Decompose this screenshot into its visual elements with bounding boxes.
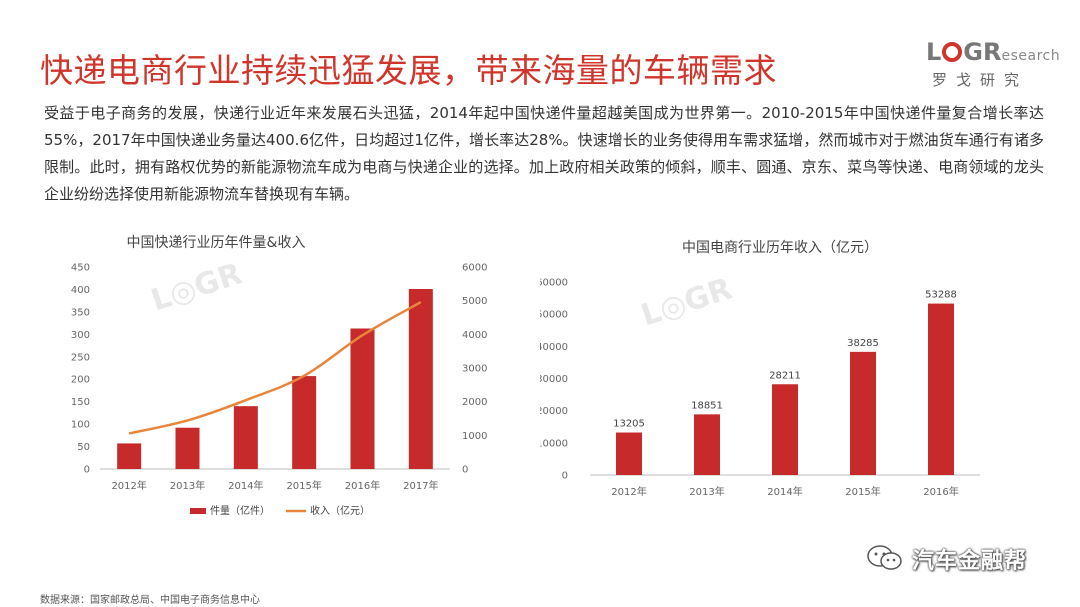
logo-wordmark: L GResearch: [926, 38, 1061, 66]
data-label: 18851: [691, 400, 723, 411]
y-axis-tick-label: 0: [562, 471, 568, 482]
watermark-text: 汽车金融帮: [912, 549, 1028, 574]
y-axis-tick-label: 60000: [540, 278, 568, 289]
left-axis-tick-label: 400: [71, 285, 90, 296]
left-axis-tick-label: 300: [71, 330, 90, 341]
right-axis-tick-label: 5000: [462, 296, 487, 307]
bar: [772, 384, 798, 475]
bar: [350, 328, 375, 469]
bar: [175, 427, 200, 469]
legend-label-line: 收入（亿元）: [310, 504, 370, 517]
chart-title: 中国快递行业历年件量&收入: [127, 235, 306, 251]
x-tick-label: 2016年: [923, 485, 958, 498]
y-axis-tick-label: 50000: [540, 310, 568, 321]
right-axis-tick-label: 3000: [462, 364, 487, 375]
right-axis-tick-label: 0: [462, 465, 468, 476]
right-axis-tick-label: 2000: [462, 397, 487, 408]
y-axis-tick-label: 30000: [540, 374, 568, 385]
x-tick-label: 2012年: [111, 479, 146, 492]
chart-title: 中国电商行业历年收入（亿元）: [682, 240, 878, 256]
right-axis-tick-label: 4000: [462, 330, 487, 341]
data-label: 13205: [613, 419, 645, 430]
wechat-icon: [867, 545, 902, 570]
bar: [292, 376, 317, 469]
data-label: 38285: [847, 338, 879, 349]
bar: [233, 406, 258, 469]
data-source-note: 数据来源：国家邮政总局、中国电子商务信息中心: [40, 595, 260, 606]
y-axis-tick-label: 20000: [540, 406, 568, 417]
x-tick-label: 2017年: [403, 479, 438, 492]
x-tick-label: 2013年: [170, 479, 205, 492]
bar: [408, 288, 433, 469]
y-axis-tick-label: 40000: [540, 342, 568, 353]
x-tick-label: 2015年: [286, 479, 321, 492]
page-title: 快递电商行业持续迅猛发展，带来海量的车辆需求: [40, 51, 777, 90]
left-axis-tick-label: 450: [71, 263, 90, 274]
express-volume-revenue-chart: 中国快递行业历年件量&收入 0 50 100 150 200 250 300 350 400 450…: [71, 235, 488, 517]
bar: [694, 414, 720, 475]
x-tick-label: 2014年: [767, 485, 802, 498]
revenue-line: [128, 301, 422, 435]
right-axis-tick-label: 1000: [462, 431, 487, 442]
logo-chinese: 罗戈研究: [932, 71, 1029, 89]
bar: [117, 443, 142, 469]
x-tick-label: 2015年: [845, 485, 880, 498]
left-axis-tick-label: 0: [84, 465, 90, 476]
y-axis-tick-label: 10000: [540, 438, 568, 449]
legend-label-bar: 件量（亿件）: [210, 504, 270, 517]
data-label: 53288: [925, 290, 957, 301]
x-tick-label: 2013年: [689, 485, 724, 498]
ecommerce-revenue-chart: 中国电商行业历年收入（亿元） 0 10000 20000 30000 40000 50000…: [540, 240, 980, 498]
legend-swatch-bar: [190, 508, 206, 514]
intro-paragraph: 受益于电子商务的发展，快递行业近年来发展石头迅猛，2014年起中国快递件量超越美…: [44, 104, 1044, 203]
left-axis-tick-label: 250: [71, 352, 90, 363]
left-axis-tick-label: 50: [77, 442, 90, 453]
x-tick-label: 2016年: [345, 479, 380, 492]
left-axis-tick-label: 150: [71, 397, 90, 408]
x-tick-label: 2012年: [611, 485, 646, 498]
left-axis-tick-label: 200: [71, 375, 90, 386]
bar: [616, 432, 642, 475]
bar: [850, 351, 876, 475]
x-tick-label: 2014年: [228, 479, 263, 492]
left-axis-tick-label: 350: [71, 307, 90, 318]
right-axis-tick-label: 6000: [462, 263, 487, 274]
wechat-watermark: 汽车金融帮: [866, 540, 1056, 576]
logr-logo: L GResearch 罗戈研究: [922, 38, 1062, 98]
left-axis-tick-label: 100: [71, 420, 90, 431]
data-label: 28211: [769, 370, 801, 381]
bar: [928, 303, 954, 475]
